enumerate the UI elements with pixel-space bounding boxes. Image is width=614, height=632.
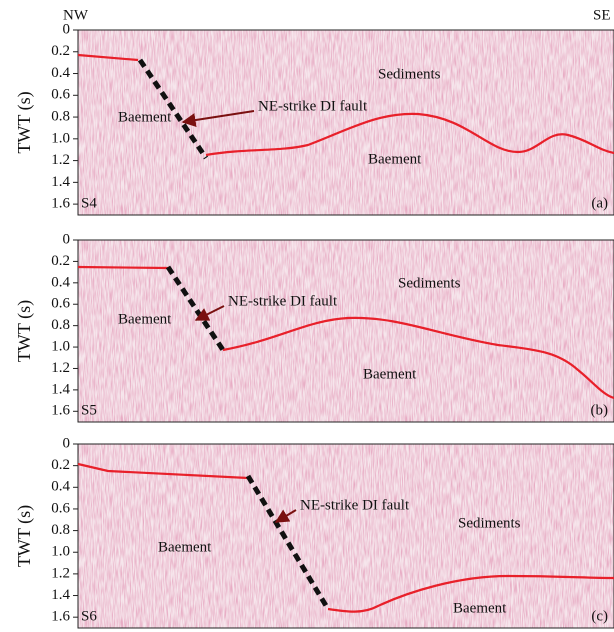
- panel: 0 0.2 0.4 0.6 0.8 1.0 1.2 1.4 1.6 NE-strike DI fa…: [51, 21, 614, 216]
- panel-frame: [77, 443, 614, 629]
- section-label: S4: [81, 195, 97, 211]
- y-tick-label: 0.8: [51, 108, 70, 124]
- y-axis-label: TWT (s): [14, 505, 35, 567]
- basement-label: Baement: [363, 366, 417, 382]
- fault-label: NE-strike DI fault: [228, 293, 338, 309]
- y-tick-label: 0.6: [51, 87, 70, 103]
- y-tick-label: 0.2: [51, 253, 70, 269]
- panel-tag: (c): [591, 608, 608, 624]
- y-tick-label: 1.4: [51, 381, 70, 397]
- y-tick-label: 0: [63, 435, 71, 451]
- y-tick-label: 0.4: [51, 479, 70, 495]
- se-label: SE: [593, 7, 611, 23]
- y-tick-label: 1.6: [51, 609, 70, 625]
- y-tick-label: 0.8: [51, 317, 70, 333]
- horizon: [77, 462, 249, 480]
- y-tick-label: 0.4: [51, 65, 70, 81]
- y-tick-label: 1.4: [51, 587, 70, 603]
- seismic-noise: [78, 444, 614, 628]
- basement-label: Baement: [118, 109, 172, 125]
- seismic-noise: [78, 30, 614, 215]
- y-tick-label: 1.6: [51, 403, 70, 419]
- y-tick-label: 0.2: [51, 457, 70, 473]
- y-axis-label: TWT (s): [14, 91, 35, 153]
- fault-line: [137, 58, 209, 160]
- sediments-label: Sediments: [458, 515, 521, 531]
- y-tick-label: 1.4: [51, 174, 70, 190]
- y-tick-label: 0.2: [51, 43, 70, 59]
- y-tick-label: 1.2: [51, 565, 70, 581]
- sediments-label: Sediments: [398, 275, 461, 291]
- panel-frame: [77, 29, 614, 216]
- y-tick-label: 1.0: [51, 338, 70, 354]
- horizon: [77, 265, 169, 270]
- y-tick-label: 0.4: [51, 274, 70, 290]
- y-tick-label: 1.6: [51, 196, 70, 212]
- fault-label: NE-strike DI fault: [258, 98, 368, 114]
- y-tick-label: 1.2: [51, 360, 70, 376]
- panel-frame: [77, 239, 614, 423]
- basement-label: Baement: [453, 600, 507, 616]
- y-tick-label: 0: [63, 21, 71, 37]
- horizon: [327, 574, 614, 613]
- panel-tag: (a): [591, 195, 608, 211]
- basement-label: Baement: [158, 539, 212, 555]
- panel-tag: (b): [591, 402, 609, 418]
- y-tick-label: 0.8: [51, 522, 70, 538]
- fault-arrow: [181, 110, 255, 127]
- y-axis-label: TWT (s): [14, 300, 35, 362]
- nw-label: NW: [63, 7, 89, 23]
- y-tick-label: 0.6: [51, 296, 70, 312]
- y-tick-label: 0.6: [51, 500, 70, 516]
- horizon: [205, 112, 614, 157]
- y-tick-label: 1.2: [51, 152, 70, 168]
- fault-line: [165, 265, 226, 352]
- panel: 0 0.2 0.4 0.6 0.8 1.0 1.2 1.4 1.6 NE-strike DI fa…: [51, 435, 614, 629]
- section-label: S5: [81, 402, 97, 418]
- basement-label: Baement: [118, 311, 172, 327]
- horizon: [77, 53, 139, 62]
- y-tick-label: 0: [63, 231, 71, 247]
- y-tick-label: 1.0: [51, 544, 70, 560]
- fault-arrow: [274, 509, 297, 523]
- fault-label: NE-strike DI fault: [300, 497, 410, 513]
- horizon: [222, 316, 614, 400]
- basement-label: Baement: [368, 151, 422, 167]
- panel: 0 0.2 0.4 0.6 0.8 1.0 1.2 1.4 1.6 NE-strike DI fa…: [51, 231, 614, 423]
- fault-arrow: [194, 305, 225, 321]
- sediments-label: Sediments: [378, 66, 441, 82]
- section-label: S6: [81, 608, 97, 624]
- y-tick-label: 1.0: [51, 130, 70, 146]
